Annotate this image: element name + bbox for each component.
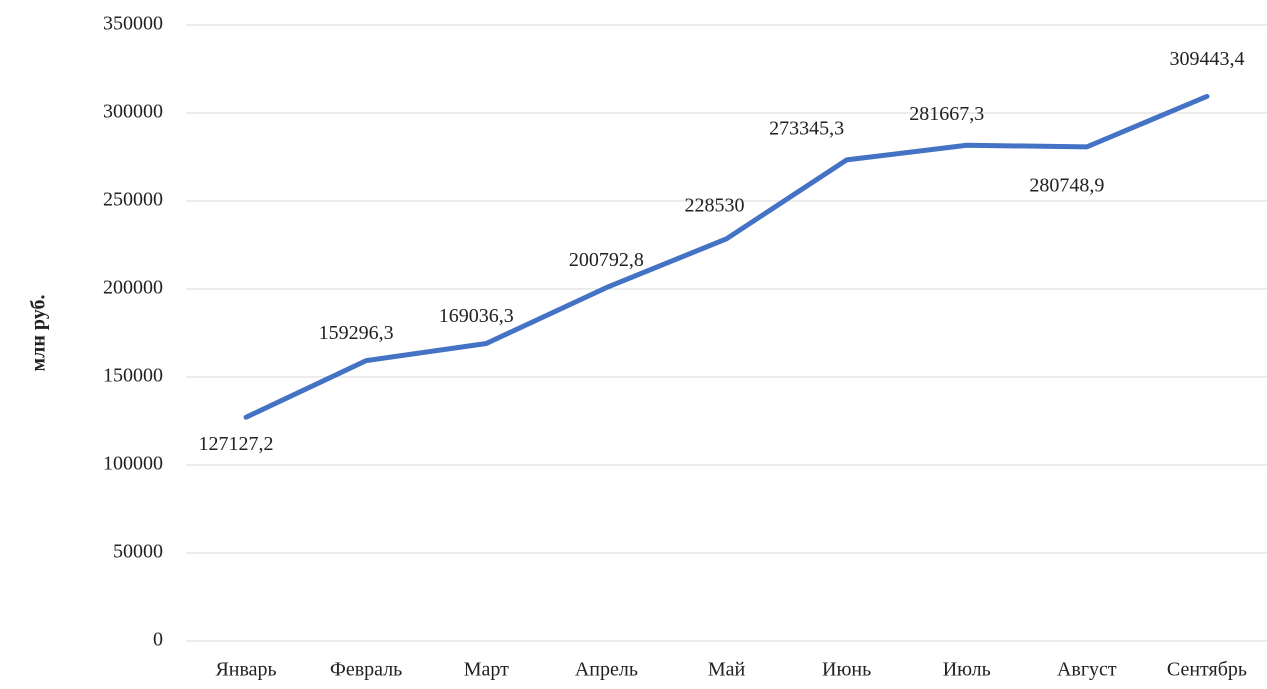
x-tick-label: Январь	[215, 659, 276, 681]
x-tick-label: Апрель	[575, 659, 638, 681]
y-tick-label: 350000	[103, 13, 163, 35]
y-tick-label: 250000	[103, 189, 163, 211]
x-tick-label: Май	[708, 659, 746, 681]
y-tick-label: 200000	[103, 277, 163, 299]
data-label: 281667,3	[909, 103, 984, 125]
y-tick-label: 0	[153, 629, 163, 651]
data-label: 273345,3	[769, 118, 844, 140]
x-tick-label: Февраль	[330, 659, 402, 681]
y-tick-label: 300000	[103, 101, 163, 123]
data-label: 200792,8	[569, 249, 644, 271]
data-label: 309443,4	[1169, 48, 1244, 70]
x-tick-label: Июль	[943, 659, 991, 681]
data-label: 169036,3	[439, 305, 514, 327]
x-tick-label: Август	[1057, 659, 1117, 681]
x-tick-label: Июнь	[822, 659, 871, 681]
y-axis-label: млн руб.	[28, 295, 50, 372]
y-tick-label: 100000	[103, 453, 163, 475]
line	[243, 93, 1210, 420]
x-tick-label: Март	[464, 659, 509, 681]
y-tick-label: 50000	[113, 541, 163, 563]
x-tick-label: Сентябрь	[1167, 659, 1247, 681]
data-label: 228530	[685, 194, 745, 216]
data-label: 280748,9	[1029, 174, 1104, 196]
y-tick-label: 150000	[103, 365, 163, 387]
data-label: 127127,2	[199, 433, 274, 455]
data-label: 159296,3	[319, 322, 394, 344]
